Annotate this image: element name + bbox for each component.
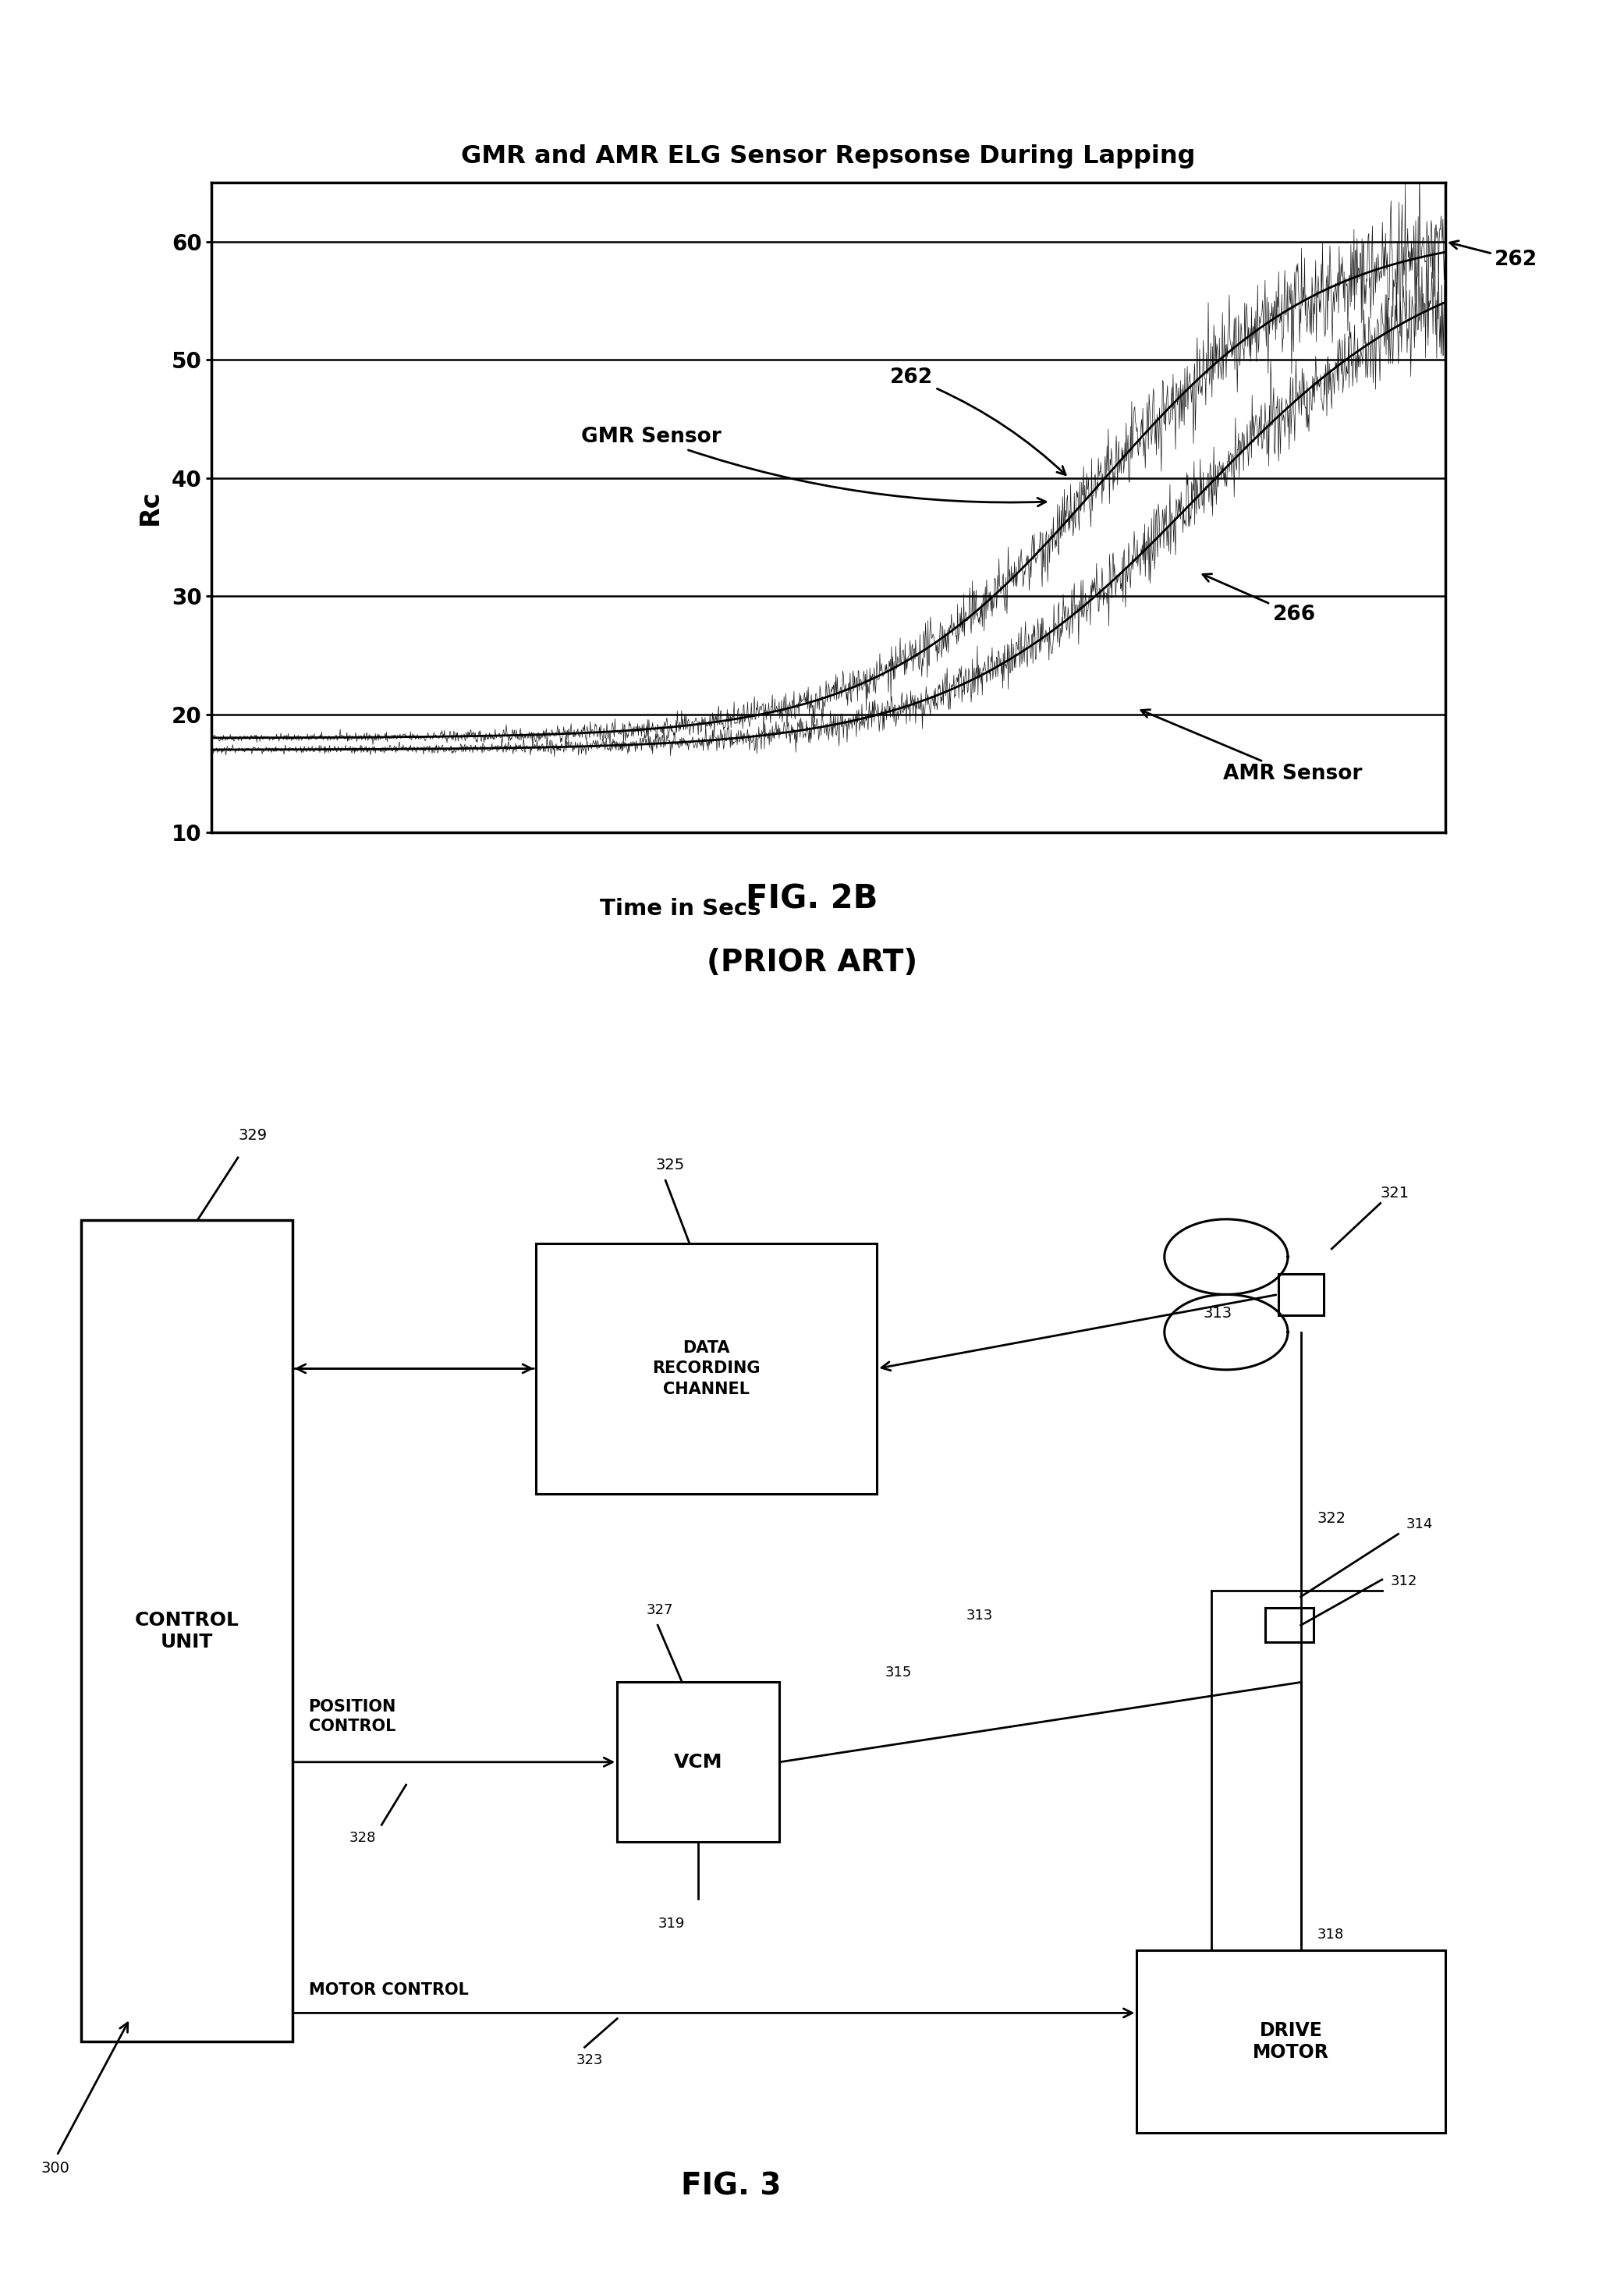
Bar: [1278, 1273, 1324, 1314]
Text: 322: 322: [1317, 1510, 1346, 1526]
Y-axis label: Rc: Rc: [136, 490, 162, 525]
Text: Time in Secs: Time in Secs: [599, 899, 760, 919]
Text: 312: 312: [1390, 1574, 1418, 1588]
Text: DATA
RECORDING
CHANNEL: DATA RECORDING CHANNEL: [653, 1341, 760, 1396]
Text: 329: 329: [239, 1129, 266, 1143]
Text: AMR Sensor: AMR Sensor: [1142, 709, 1363, 785]
Bar: [1265, 1608, 1314, 1642]
Bar: [1137, 1950, 1445, 2133]
Text: 318: 318: [1317, 1927, 1343, 1941]
Text: 315: 315: [885, 1665, 913, 1679]
Text: 328: 328: [349, 1832, 377, 1845]
Text: POSITION
CONTROL: POSITION CONTROL: [309, 1699, 396, 1734]
Text: GMR Sensor: GMR Sensor: [581, 427, 1046, 506]
Text: VCM: VCM: [674, 1752, 723, 1772]
Text: DRIVE
MOTOR: DRIVE MOTOR: [1252, 2021, 1330, 2062]
Text: 266: 266: [1203, 575, 1315, 625]
Title: GMR and AMR ELG Sensor Repsonse During Lapping: GMR and AMR ELG Sensor Repsonse During L…: [461, 144, 1195, 169]
Text: 314: 314: [1406, 1517, 1434, 1531]
Text: 327: 327: [646, 1604, 674, 1617]
Text: 262: 262: [1450, 242, 1538, 269]
Text: 325: 325: [656, 1156, 684, 1172]
Text: 321: 321: [1380, 1186, 1410, 1200]
Text: 319: 319: [658, 1916, 685, 1930]
Text: CONTROL
UNIT: CONTROL UNIT: [135, 1610, 239, 1651]
Text: 300: 300: [41, 2160, 70, 2176]
Text: 313: 313: [966, 1608, 994, 1622]
Text: FIG. 2B: FIG. 2B: [745, 883, 879, 915]
Text: MOTOR CONTROL: MOTOR CONTROL: [309, 1982, 468, 1998]
Bar: [81, 1220, 292, 2041]
Text: FIG. 3: FIG. 3: [680, 2172, 781, 2201]
Text: (PRIOR ART): (PRIOR ART): [706, 949, 918, 976]
Text: 313: 313: [1203, 1305, 1233, 1321]
Text: 323: 323: [577, 2053, 604, 2067]
Bar: [536, 1243, 877, 1494]
Bar: [617, 1683, 780, 1843]
Text: 262: 262: [890, 367, 1065, 474]
